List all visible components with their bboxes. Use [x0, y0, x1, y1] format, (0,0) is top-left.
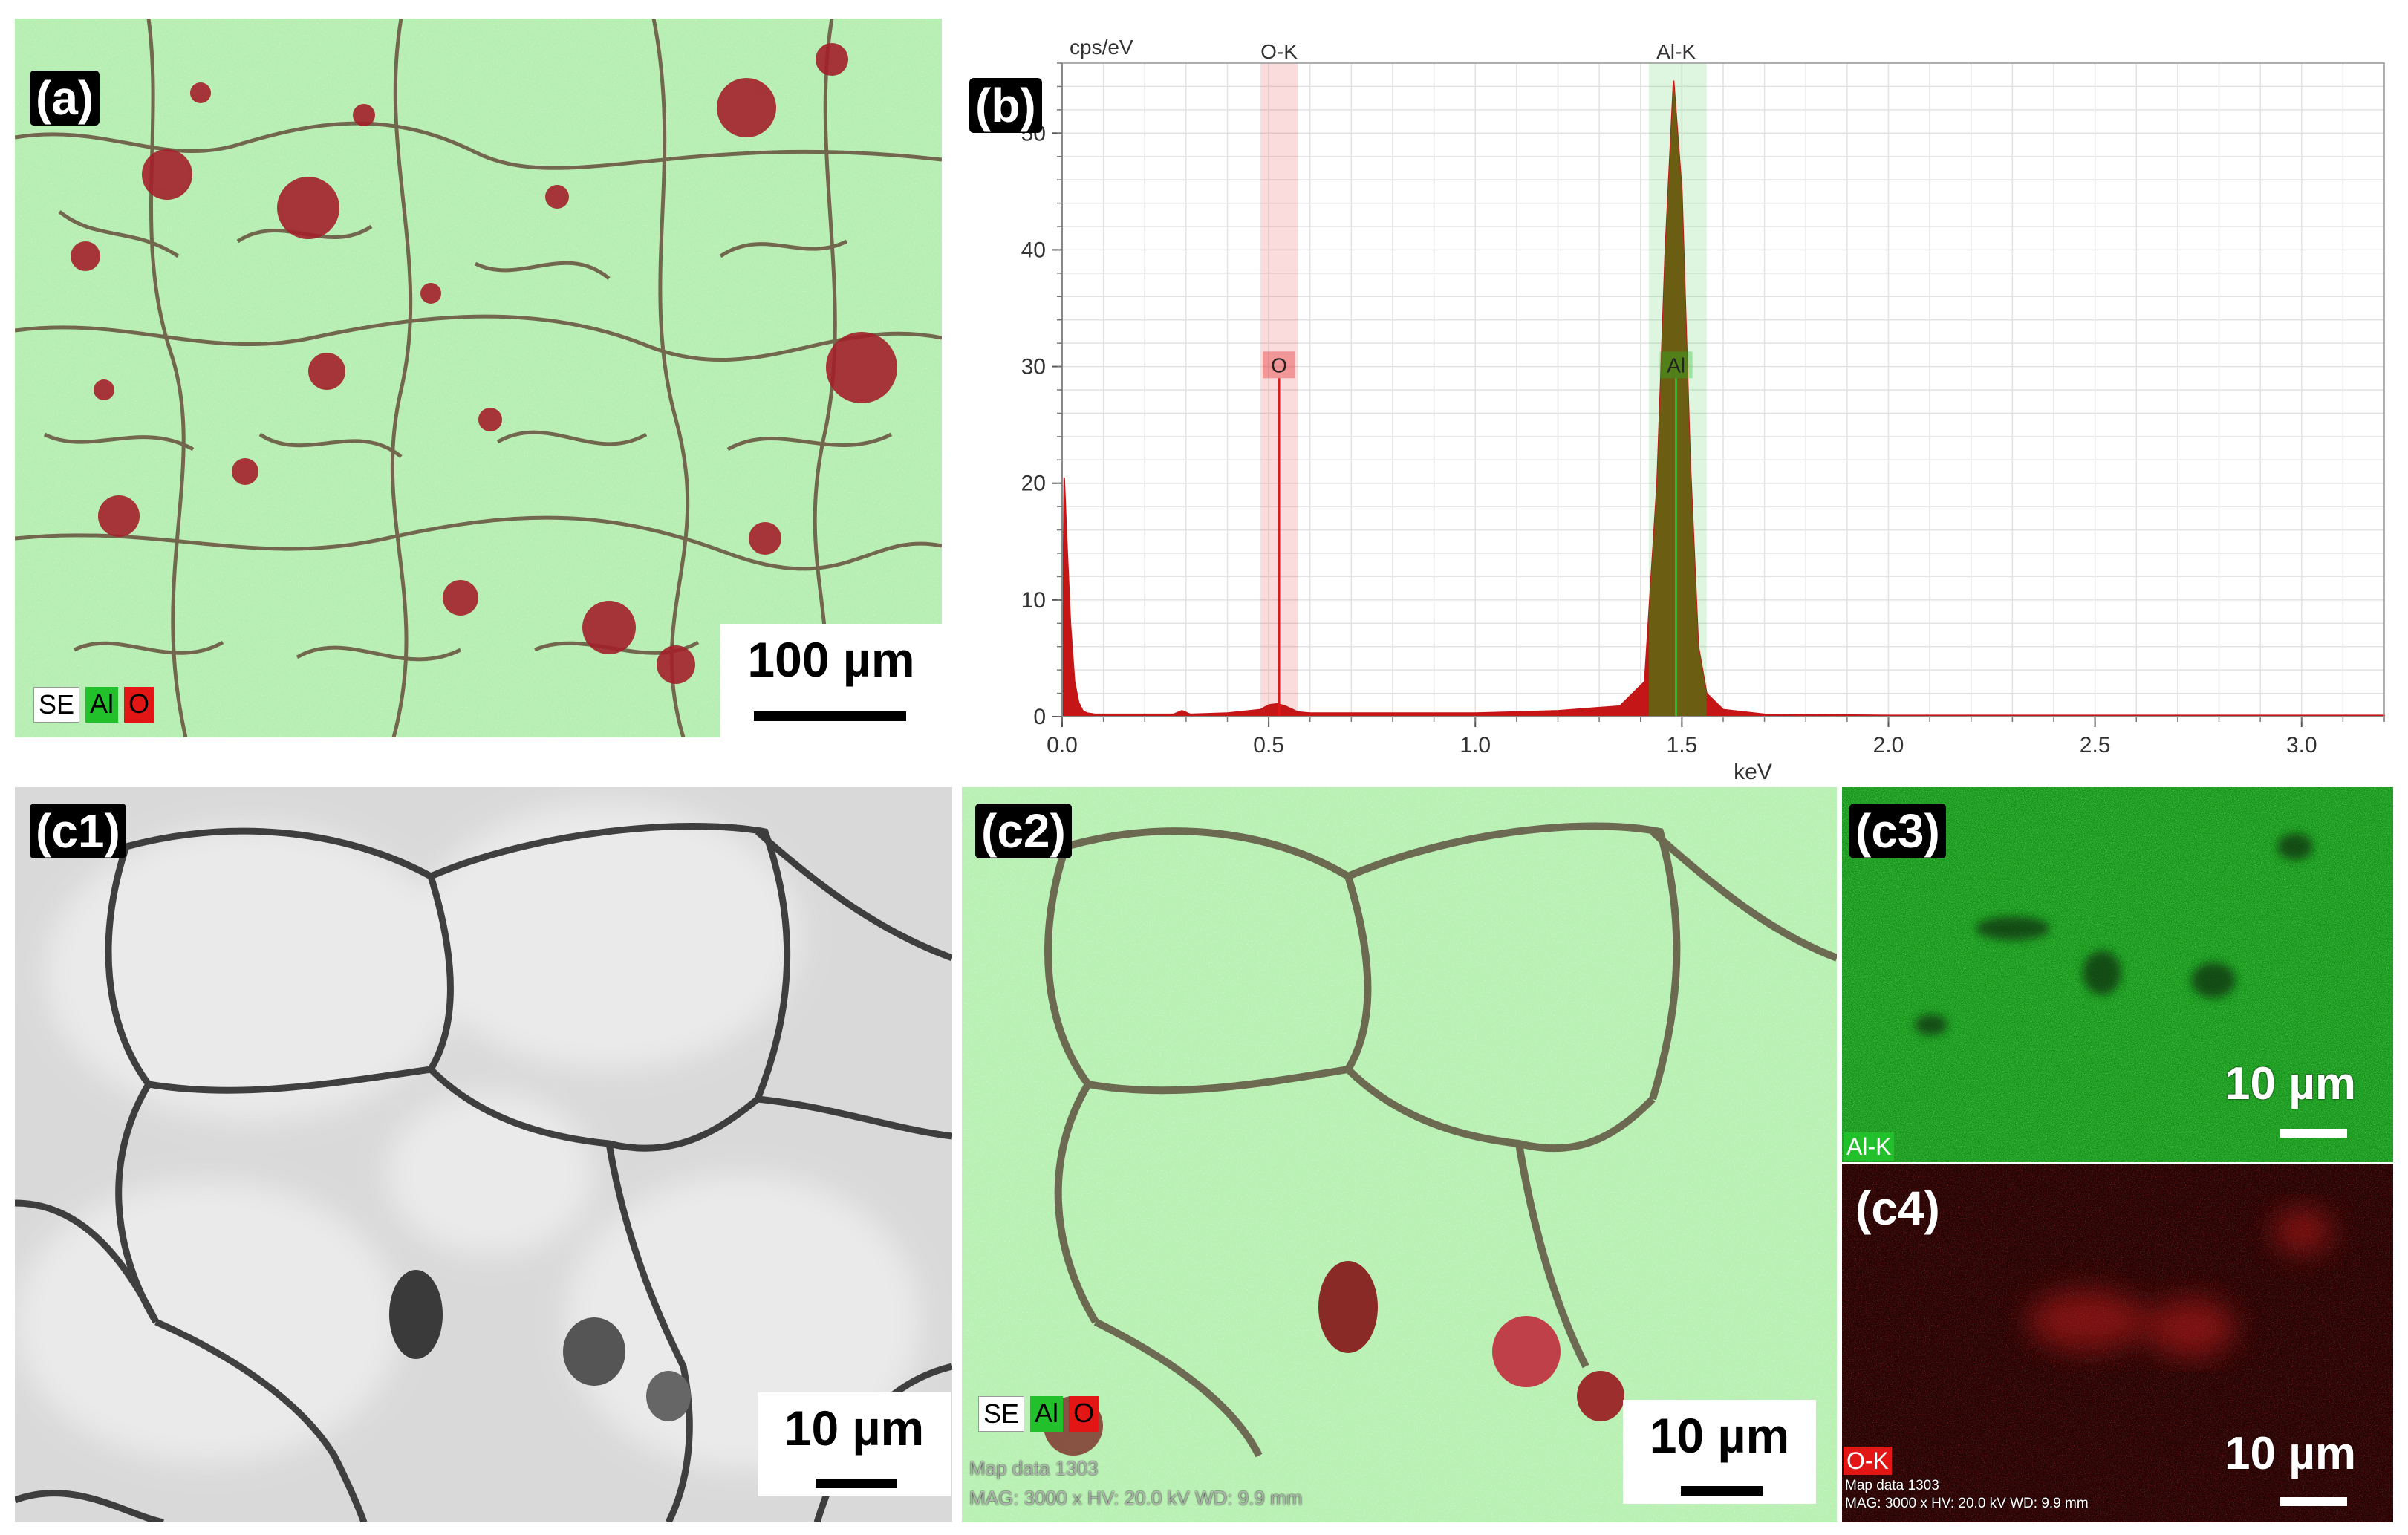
x-axis-label: keV [1734, 760, 1772, 783]
x-tick-label: 0.0 [1047, 733, 1078, 757]
c3-channel-label: Al-K [1844, 1132, 1895, 1161]
legend-c2-o: O [1069, 1396, 1099, 1432]
x-tick-label: 1.0 [1460, 733, 1491, 757]
spectrum-chart: O O-K Al Al-K 0.0 0.5 1.0 1.5 2.0 2.5 3.0 0 10 20 30 40… [1021, 36, 2385, 783]
y-tick-label: 0 [1033, 705, 1046, 729]
peak-label-o: O-K [1260, 40, 1298, 63]
c3-scale-text: 10 µm [2225, 1058, 2357, 1109]
eds-overlay-image [15, 19, 942, 737]
o-k-map-image [1842, 1164, 2393, 1522]
peak-label-al: Al-K [1656, 40, 1696, 63]
panel-c4-label: (c4) [1855, 1182, 1940, 1235]
scale-bar-a-text: 100 µm [747, 632, 915, 687]
panel-c3-label: (c3) [1849, 804, 1946, 858]
x-tick-label: 1.5 [1667, 733, 1698, 757]
c4-channel-label: O-K [1844, 1447, 1892, 1475]
x-tick-label: 2.0 [1873, 733, 1904, 757]
scale-bar-a: 100 µm [720, 624, 942, 737]
y-axis-label: cps/eV [1070, 36, 1133, 59]
se-micrograph-image [15, 787, 952, 1522]
y-tick-label: 30 [1021, 355, 1046, 379]
c4-scale-text: 10 µm [2225, 1428, 2357, 1479]
panel-c1-se-image: (c1) 10 µm [15, 787, 952, 1522]
panel-c3-al-map: (c3) 10 µm Al-K [1842, 787, 2393, 1162]
scale-bar-c2: 10 µm [1623, 1400, 1816, 1504]
panel-c2-label: (c2) [975, 804, 1072, 858]
panel-b-eds-spectrum: O O-K Al Al-K 0.0 0.5 1.0 1.5 2.0 2.5 3.0 0 10 20 30 40… [958, 19, 2399, 783]
scale-bar-c1: 10 µm [758, 1392, 951, 1496]
x-tick-label: 3.0 [2286, 733, 2317, 757]
spectrum-area [1061, 80, 2385, 717]
legend-a-o: O [124, 687, 154, 723]
legend-a-al: Al [85, 687, 119, 723]
panel-b-label: (b) [969, 78, 1042, 133]
peak-marker-al: Al [1667, 353, 1685, 377]
scale-bar-c1-text: 10 µm [784, 1401, 925, 1456]
legend-c2-se: SE [978, 1396, 1025, 1432]
y-tick-label: 40 [1021, 238, 1046, 262]
legend-c2: SE Al O [978, 1396, 1099, 1432]
legend-c2-al: Al [1030, 1396, 1064, 1432]
panel-c1-label: (c1) [30, 804, 126, 858]
x-tick-label: 0.5 [1253, 733, 1284, 757]
c4-mag-info: MAG: 3000 x HV: 20.0 kV WD: 9.9 mm [1845, 1496, 2089, 1511]
c2-mag-info: MAG: 3000 x HV: 20.0 kV WD: 9.9 mm [969, 1487, 1303, 1509]
panel-c2-eds-overlay: (c2) SE Al O Map data 1303 MAG: 3000 x H… [962, 787, 1837, 1522]
scale-bar-c1-line [816, 1479, 897, 1488]
scale-bar-a-line [754, 711, 906, 721]
peak-marker-o: O [1271, 353, 1287, 377]
y-tick-label: 10 [1021, 588, 1046, 613]
c3-scale-bar [2280, 1129, 2347, 1138]
panel-c4-o-map: (c4) O-K Map data 1303 MAG: 3000 x HV: 2… [1842, 1164, 2393, 1522]
scale-bar-c2-line [1681, 1486, 1763, 1496]
legend-a-se: SE [33, 687, 80, 723]
scale-bar-c2-text: 10 µm [1649, 1408, 1790, 1463]
y-tick-label: 20 [1021, 472, 1046, 496]
c2-map-data: Map data 1303 [969, 1457, 1099, 1479]
panel-a-label: (a) [30, 71, 100, 126]
legend-a: SE Al O [33, 687, 154, 723]
x-tick-label: 2.5 [2080, 733, 2111, 757]
c4-scale-bar [2280, 1497, 2347, 1506]
al-peak-area [1648, 80, 1707, 717]
panel-a-eds-map: (a) 100 µm SE Al O [15, 19, 942, 737]
c4-map-data: Map data 1303 [1845, 1478, 1939, 1493]
peak-marker-box-al [1659, 351, 1693, 379]
peak-marker-box-o [1263, 351, 1296, 379]
